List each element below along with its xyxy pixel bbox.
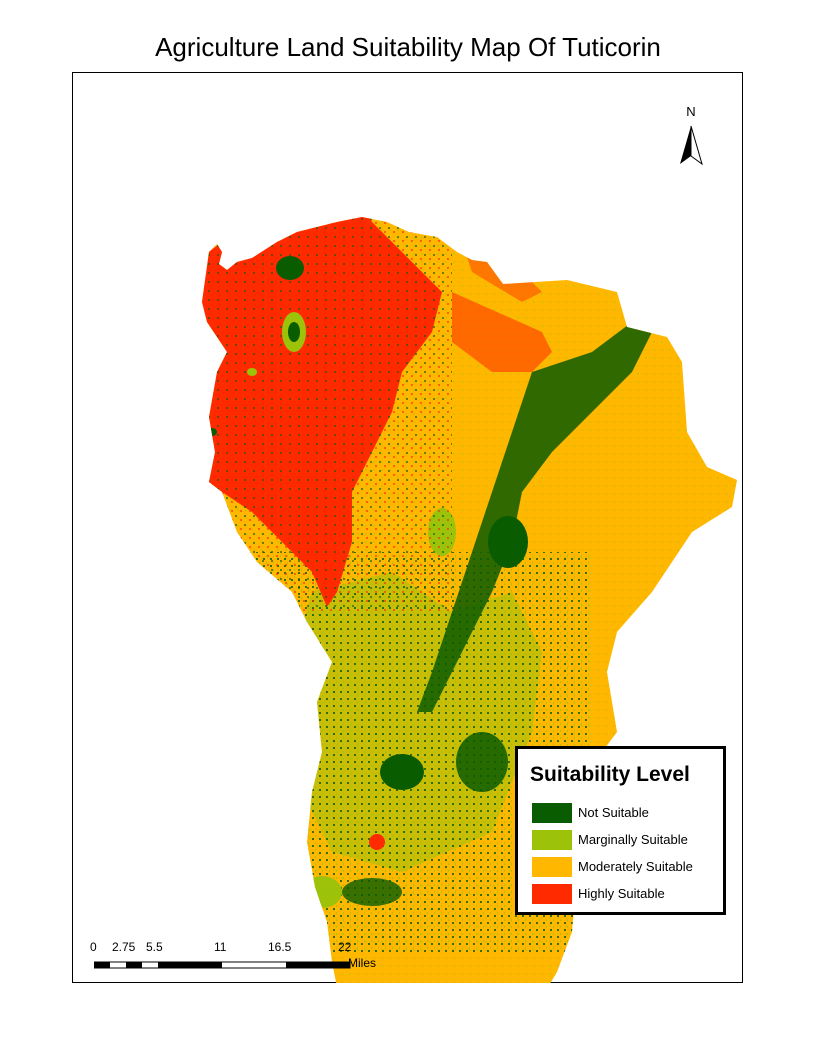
legend-swatch [532, 884, 572, 904]
scale-tick-label: 0 [90, 940, 97, 954]
scale-tick-label: 5.5 [146, 940, 163, 954]
legend-label: Not Suitable [578, 805, 649, 820]
scale-tick-label: 22 [338, 940, 352, 954]
legend-swatch [532, 803, 572, 823]
scale-tick-label: 2.75 [112, 940, 136, 954]
scale-tick-label: 16.5 [268, 940, 292, 954]
north-arrow-icon [680, 125, 703, 166]
legend-swatch [532, 830, 572, 850]
north-label: N [686, 104, 696, 119]
map-title: Agriculture Land Suitability Map Of Tuti… [155, 32, 661, 62]
legend-label: Moderately Suitable [578, 859, 693, 874]
scale-bar: 0 2.75 5.5 11 16.5 22 Miles [82, 940, 402, 974]
legend-label: Highly Suitable [578, 886, 665, 901]
north-arrow: N [676, 104, 706, 168]
scale-tick-label: 11 [214, 940, 227, 954]
legend-swatch [532, 857, 572, 877]
scale-units: Miles [348, 956, 377, 970]
legend: Suitability Level Not Suitable Marginall… [515, 746, 726, 915]
suitability-map [202, 217, 737, 983]
scale-bar-graphic [94, 961, 351, 969]
legend-label: Marginally Suitable [578, 832, 688, 847]
legend-title: Suitability Level [530, 763, 690, 786]
